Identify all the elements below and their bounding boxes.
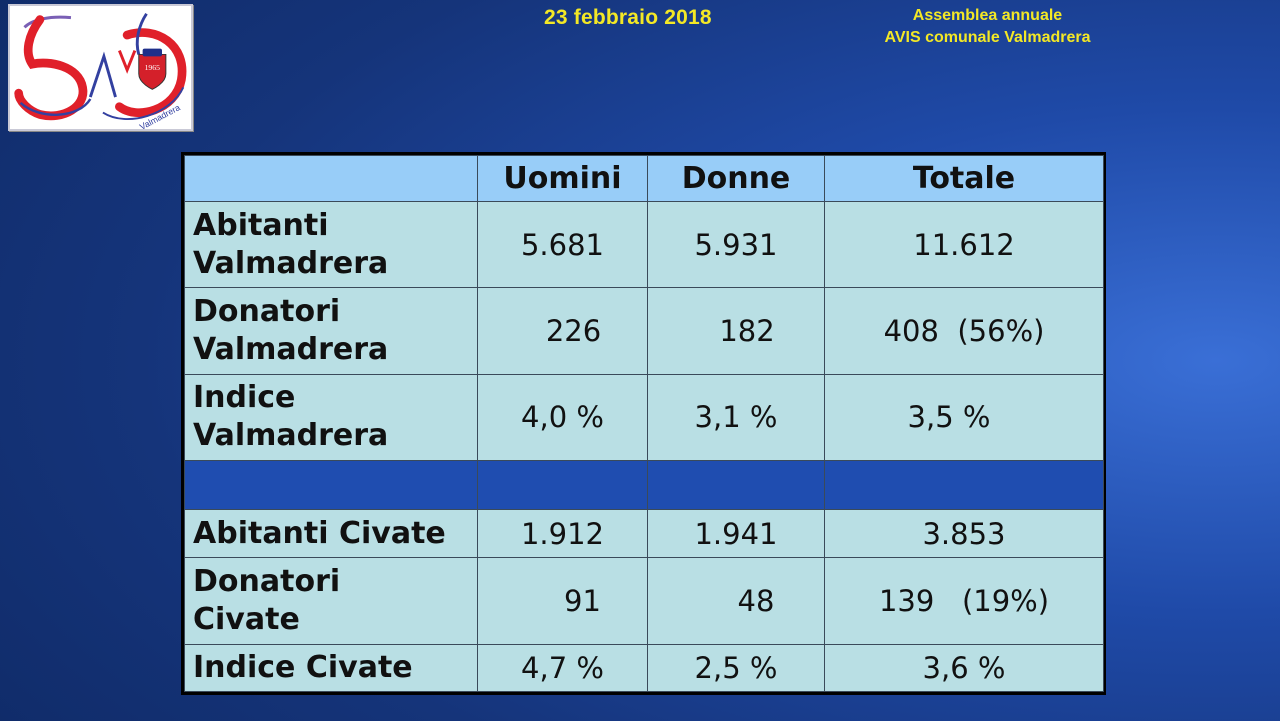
column-header-uomini: Uomini bbox=[477, 155, 648, 202]
cell-uomini: 4,0 % bbox=[477, 373, 648, 462]
event-title: Assemblea annuale AVIS comunale Valmadre… bbox=[860, 5, 1115, 49]
cell-totale: 3,5 % bbox=[824, 373, 1104, 462]
table-row: Donatori Valmadrera 226 182 408 (56%) bbox=[184, 287, 1104, 375]
cell-totale: 11.612 bbox=[824, 200, 1104, 289]
row-label: Abitanti Valmadrera bbox=[184, 200, 478, 289]
row-label-line: Donatori bbox=[193, 564, 341, 600]
cell-uomini: 4,7 % bbox=[477, 643, 648, 693]
cell-donne: 3,1 % bbox=[647, 373, 825, 462]
table-spacer-row bbox=[184, 460, 1104, 511]
donors-table: Uomini Donne Totale Abitanti Valmadrera 5… bbox=[184, 155, 1104, 693]
row-label: Donatori Civate bbox=[184, 557, 478, 645]
spacer-cell bbox=[184, 460, 478, 511]
row-label: Abitanti Civate bbox=[184, 509, 478, 559]
row-label-line: Abitanti bbox=[193, 207, 329, 243]
row-label-line: Donatori bbox=[193, 294, 341, 330]
row-label: Indice Civate bbox=[184, 643, 478, 693]
table-row: Indice Civate 4,7 % 2,5 % 3,6 % bbox=[184, 643, 1104, 693]
cell-uomini: 226 bbox=[477, 287, 648, 375]
event-title-line1: Assemblea annuale bbox=[912, 7, 1063, 24]
column-header-empty bbox=[184, 155, 478, 202]
cell-donne: 2,5 % bbox=[647, 643, 825, 693]
row-label: Donatori Valmadrera bbox=[184, 287, 478, 375]
cell-donne: 5.931 bbox=[647, 200, 825, 289]
cell-totale: 3.853 bbox=[824, 509, 1104, 559]
table-row: Indice Valmadrera 4,0 % 3,1 % 3,5 % bbox=[184, 373, 1104, 462]
row-label-line: Valmadrera bbox=[193, 418, 389, 454]
donors-table-container: Uomini Donne Totale Abitanti Valmadrera 5… bbox=[181, 152, 1106, 695]
event-date: 23 febbraio 2018 bbox=[544, 6, 712, 29]
cell-uomini: 5.681 bbox=[477, 200, 648, 289]
column-header-donne: Donne bbox=[647, 155, 825, 202]
row-label-line: Valmadrera bbox=[193, 245, 389, 281]
table-row: Abitanti Civate 1.912 1.941 3.853 bbox=[184, 509, 1104, 559]
spacer-cell bbox=[477, 460, 648, 511]
spacer-cell bbox=[824, 460, 1104, 511]
cell-donne: 1.941 bbox=[647, 509, 825, 559]
row-label-line: Valmadrera bbox=[193, 332, 389, 368]
row-label-line: Civate bbox=[193, 602, 300, 638]
svg-text:1965: 1965 bbox=[145, 63, 161, 72]
cell-totale: 3,6 % bbox=[824, 643, 1104, 693]
spacer-cell bbox=[647, 460, 825, 511]
table-row: Abitanti Valmadrera 5.681 5.931 11.612 bbox=[184, 200, 1104, 289]
avis-50-logo-icon: 1965 Valmadrera bbox=[14, 12, 187, 129]
event-title-line2: AVIS comunale Valmadrera bbox=[884, 29, 1091, 46]
table-row: Donatori Civate 91 48 139 (19%) bbox=[184, 557, 1104, 645]
cell-uomini: 91 bbox=[477, 557, 648, 645]
column-header-totale: Totale bbox=[824, 155, 1104, 202]
cell-totale: 139 (19%) bbox=[824, 557, 1104, 645]
cell-donne: 182 bbox=[647, 287, 825, 375]
row-label: Indice Valmadrera bbox=[184, 373, 478, 462]
row-label-line: Indice bbox=[193, 380, 296, 416]
cell-donne: 48 bbox=[647, 557, 825, 645]
avis-logo: 1965 Valmadrera bbox=[8, 4, 193, 131]
cell-totale: 408 (56%) bbox=[824, 287, 1104, 375]
cell-uomini: 1.912 bbox=[477, 509, 648, 559]
table-header-row: Uomini Donne Totale bbox=[184, 155, 1104, 202]
